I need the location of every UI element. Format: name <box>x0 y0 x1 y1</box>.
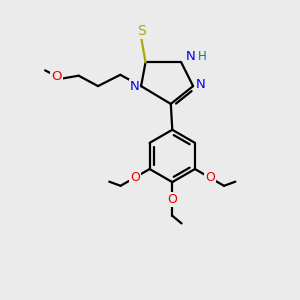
Text: O: O <box>130 171 140 184</box>
Text: O: O <box>205 171 215 184</box>
Text: O: O <box>167 193 177 206</box>
Text: S: S <box>137 24 146 38</box>
Text: N: N <box>186 50 196 64</box>
Text: H: H <box>198 50 207 64</box>
Text: N: N <box>130 80 140 93</box>
Text: N: N <box>196 78 206 91</box>
Text: O: O <box>51 70 62 83</box>
